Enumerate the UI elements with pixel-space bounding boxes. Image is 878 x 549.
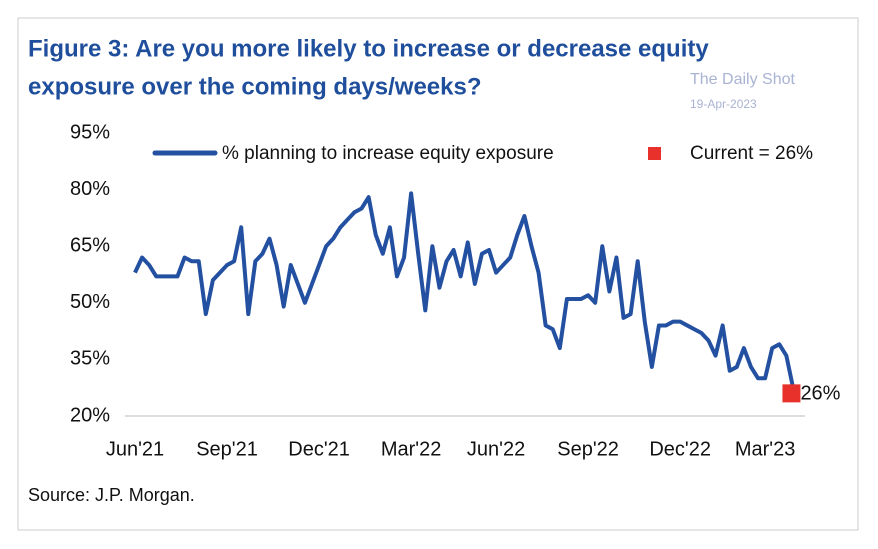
legend-label: % planning to increase equity exposure [222, 143, 554, 164]
x-tick-label: Sep'21 [196, 438, 258, 460]
y-tick-label: 80% [70, 178, 110, 200]
x-tick-label: Sep'22 [557, 438, 619, 460]
current-label: 26% [800, 383, 840, 405]
x-tick-label: Jun'21 [106, 438, 164, 460]
current-marker [782, 384, 801, 403]
x-tick-label: Mar'22 [381, 438, 442, 460]
x-tick-label: Jun'22 [467, 438, 525, 460]
x-tick-label: Mar'23 [735, 438, 796, 460]
source: Source: J.P. Morgan. [28, 485, 195, 505]
x-tick-label: Dec'22 [649, 438, 711, 460]
y-tick-label: 20% [70, 404, 110, 426]
watermark: The Daily Shot [690, 71, 795, 88]
watermark: 19-Apr-2023 [690, 97, 757, 111]
chart-title: Figure 3: Are you more likely to increas… [28, 35, 709, 62]
chart-title: exposure over the coming days/weeks? [28, 73, 482, 100]
y-tick-label: 65% [70, 234, 110, 256]
y-tick-label: 35% [70, 348, 110, 370]
legend-marker [648, 147, 661, 160]
y-tick-label: 50% [70, 291, 110, 313]
x-tick-label: Dec'21 [288, 438, 350, 460]
y-tick-label: 95% [70, 121, 110, 143]
series-line [133, 191, 796, 390]
legend-label: Current = 26% [690, 143, 813, 164]
